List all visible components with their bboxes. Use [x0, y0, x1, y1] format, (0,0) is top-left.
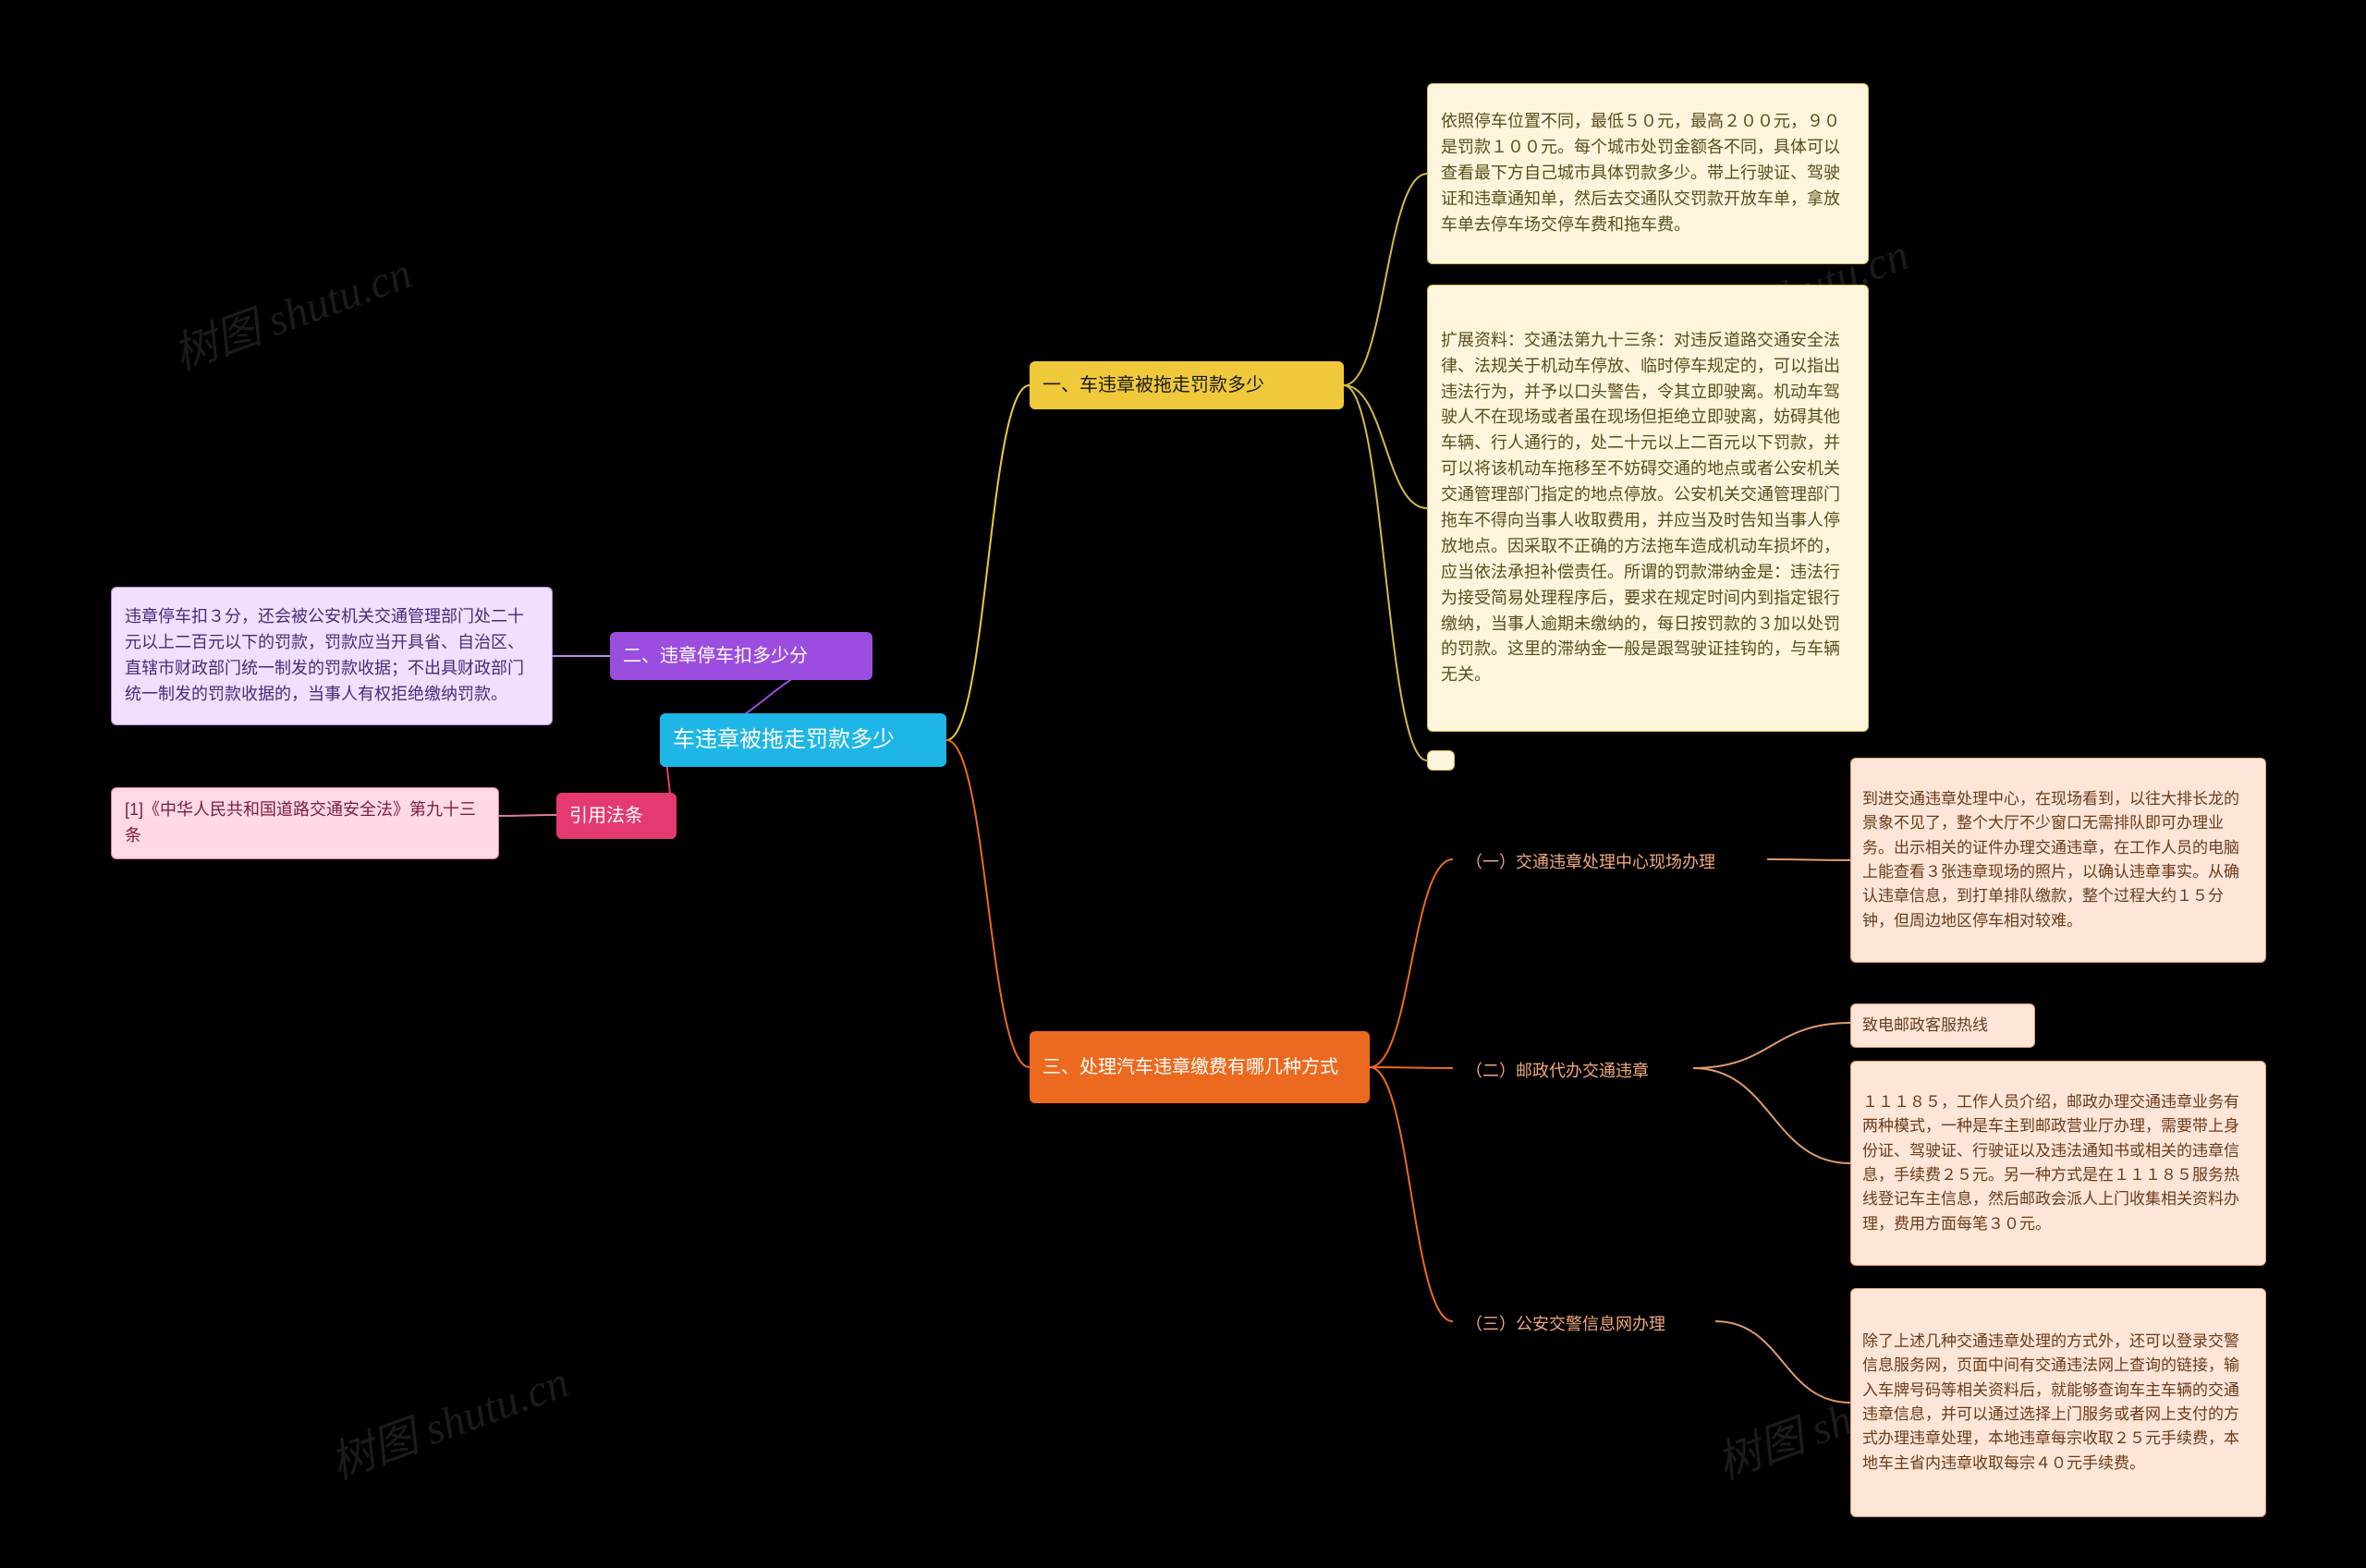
method-2-detail-2[interactable]: １１１８５，工作人员介绍，邮政办理交通违章业务有两种模式，一种是车主到邮政营业厅…	[1850, 1061, 2266, 1266]
watermark: 树图 shutu.cn	[163, 237, 419, 383]
branch-3-method-2[interactable]: （二）邮政代办交通违章	[1453, 1050, 1693, 1094]
branch-3-method-1[interactable]: （一）交通违章处理中心现场办理	[1453, 841, 1767, 885]
watermark: 树图 shutu.cn	[320, 1345, 576, 1491]
method-3-detail[interactable]: 除了上述几种交通违章处理的方式外，还可以登录交警信息服务网，页面中间有交通违法网…	[1850, 1288, 2266, 1517]
branch-1-detail-2[interactable]: 扩展资料：交通法第九十三条：对违反道路交通安全法律、法规关于机动车停放、临时停车…	[1427, 285, 1869, 732]
method-2-detail-1[interactable]: 致电邮政客服热线	[1850, 1003, 2035, 1048]
mindmap-branch-3[interactable]: 三、处理汽车违章缴费有哪几种方式	[1030, 1031, 1370, 1103]
branch-2-detail[interactable]: 违章停车扣３分，还会被公安机关交通管理部门处二十元以上二百元以下的罚款，罚款应当…	[111, 587, 553, 725]
mindmap-branch-2[interactable]: 二、违章停车扣多少分	[610, 632, 872, 680]
mindmap-branch-4-citation[interactable]: 引用法条	[556, 793, 677, 839]
branch-3-method-3[interactable]: （三）公安交警信息网办理	[1453, 1303, 1715, 1347]
citation-detail[interactable]: [1]《中华人民共和国道路交通安全法》第九十三条	[111, 787, 499, 859]
mindmap-branch-1[interactable]: 一、车违章被拖走罚款多少	[1030, 361, 1344, 409]
mindmap-root-node[interactable]: 车违章被拖走罚款多少	[660, 713, 946, 767]
method-1-detail[interactable]: 到进交通违章处理中心，在现场看到，以往大排长龙的景象不见了，整个大厅不少窗口无需…	[1850, 758, 2266, 963]
branch-1-detail-1[interactable]: 依照停车位置不同，最低５０元，最高２００元，９０是罚款１００元。每个城市处罚金额…	[1427, 83, 1869, 264]
branch-1-empty-node[interactable]	[1427, 750, 1455, 771]
